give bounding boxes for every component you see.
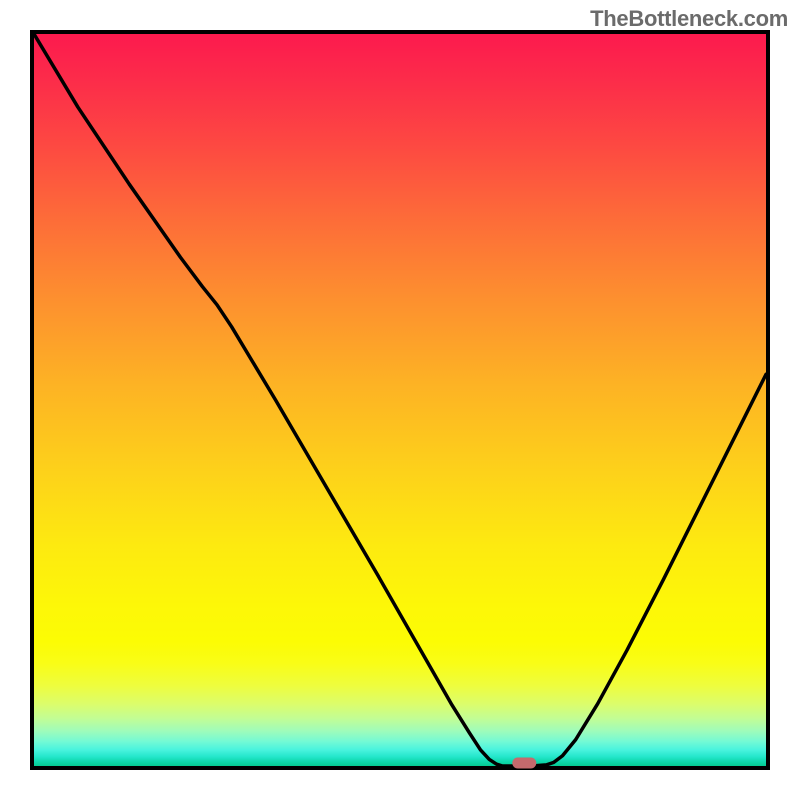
watermark-text: TheBottleneck.com [590, 6, 788, 32]
chart-frame: TheBottleneck.com [0, 0, 800, 800]
plot-area [30, 30, 770, 770]
bottleneck-curve [34, 34, 766, 766]
curve-svg [34, 34, 766, 766]
optimum-marker [513, 758, 536, 769]
